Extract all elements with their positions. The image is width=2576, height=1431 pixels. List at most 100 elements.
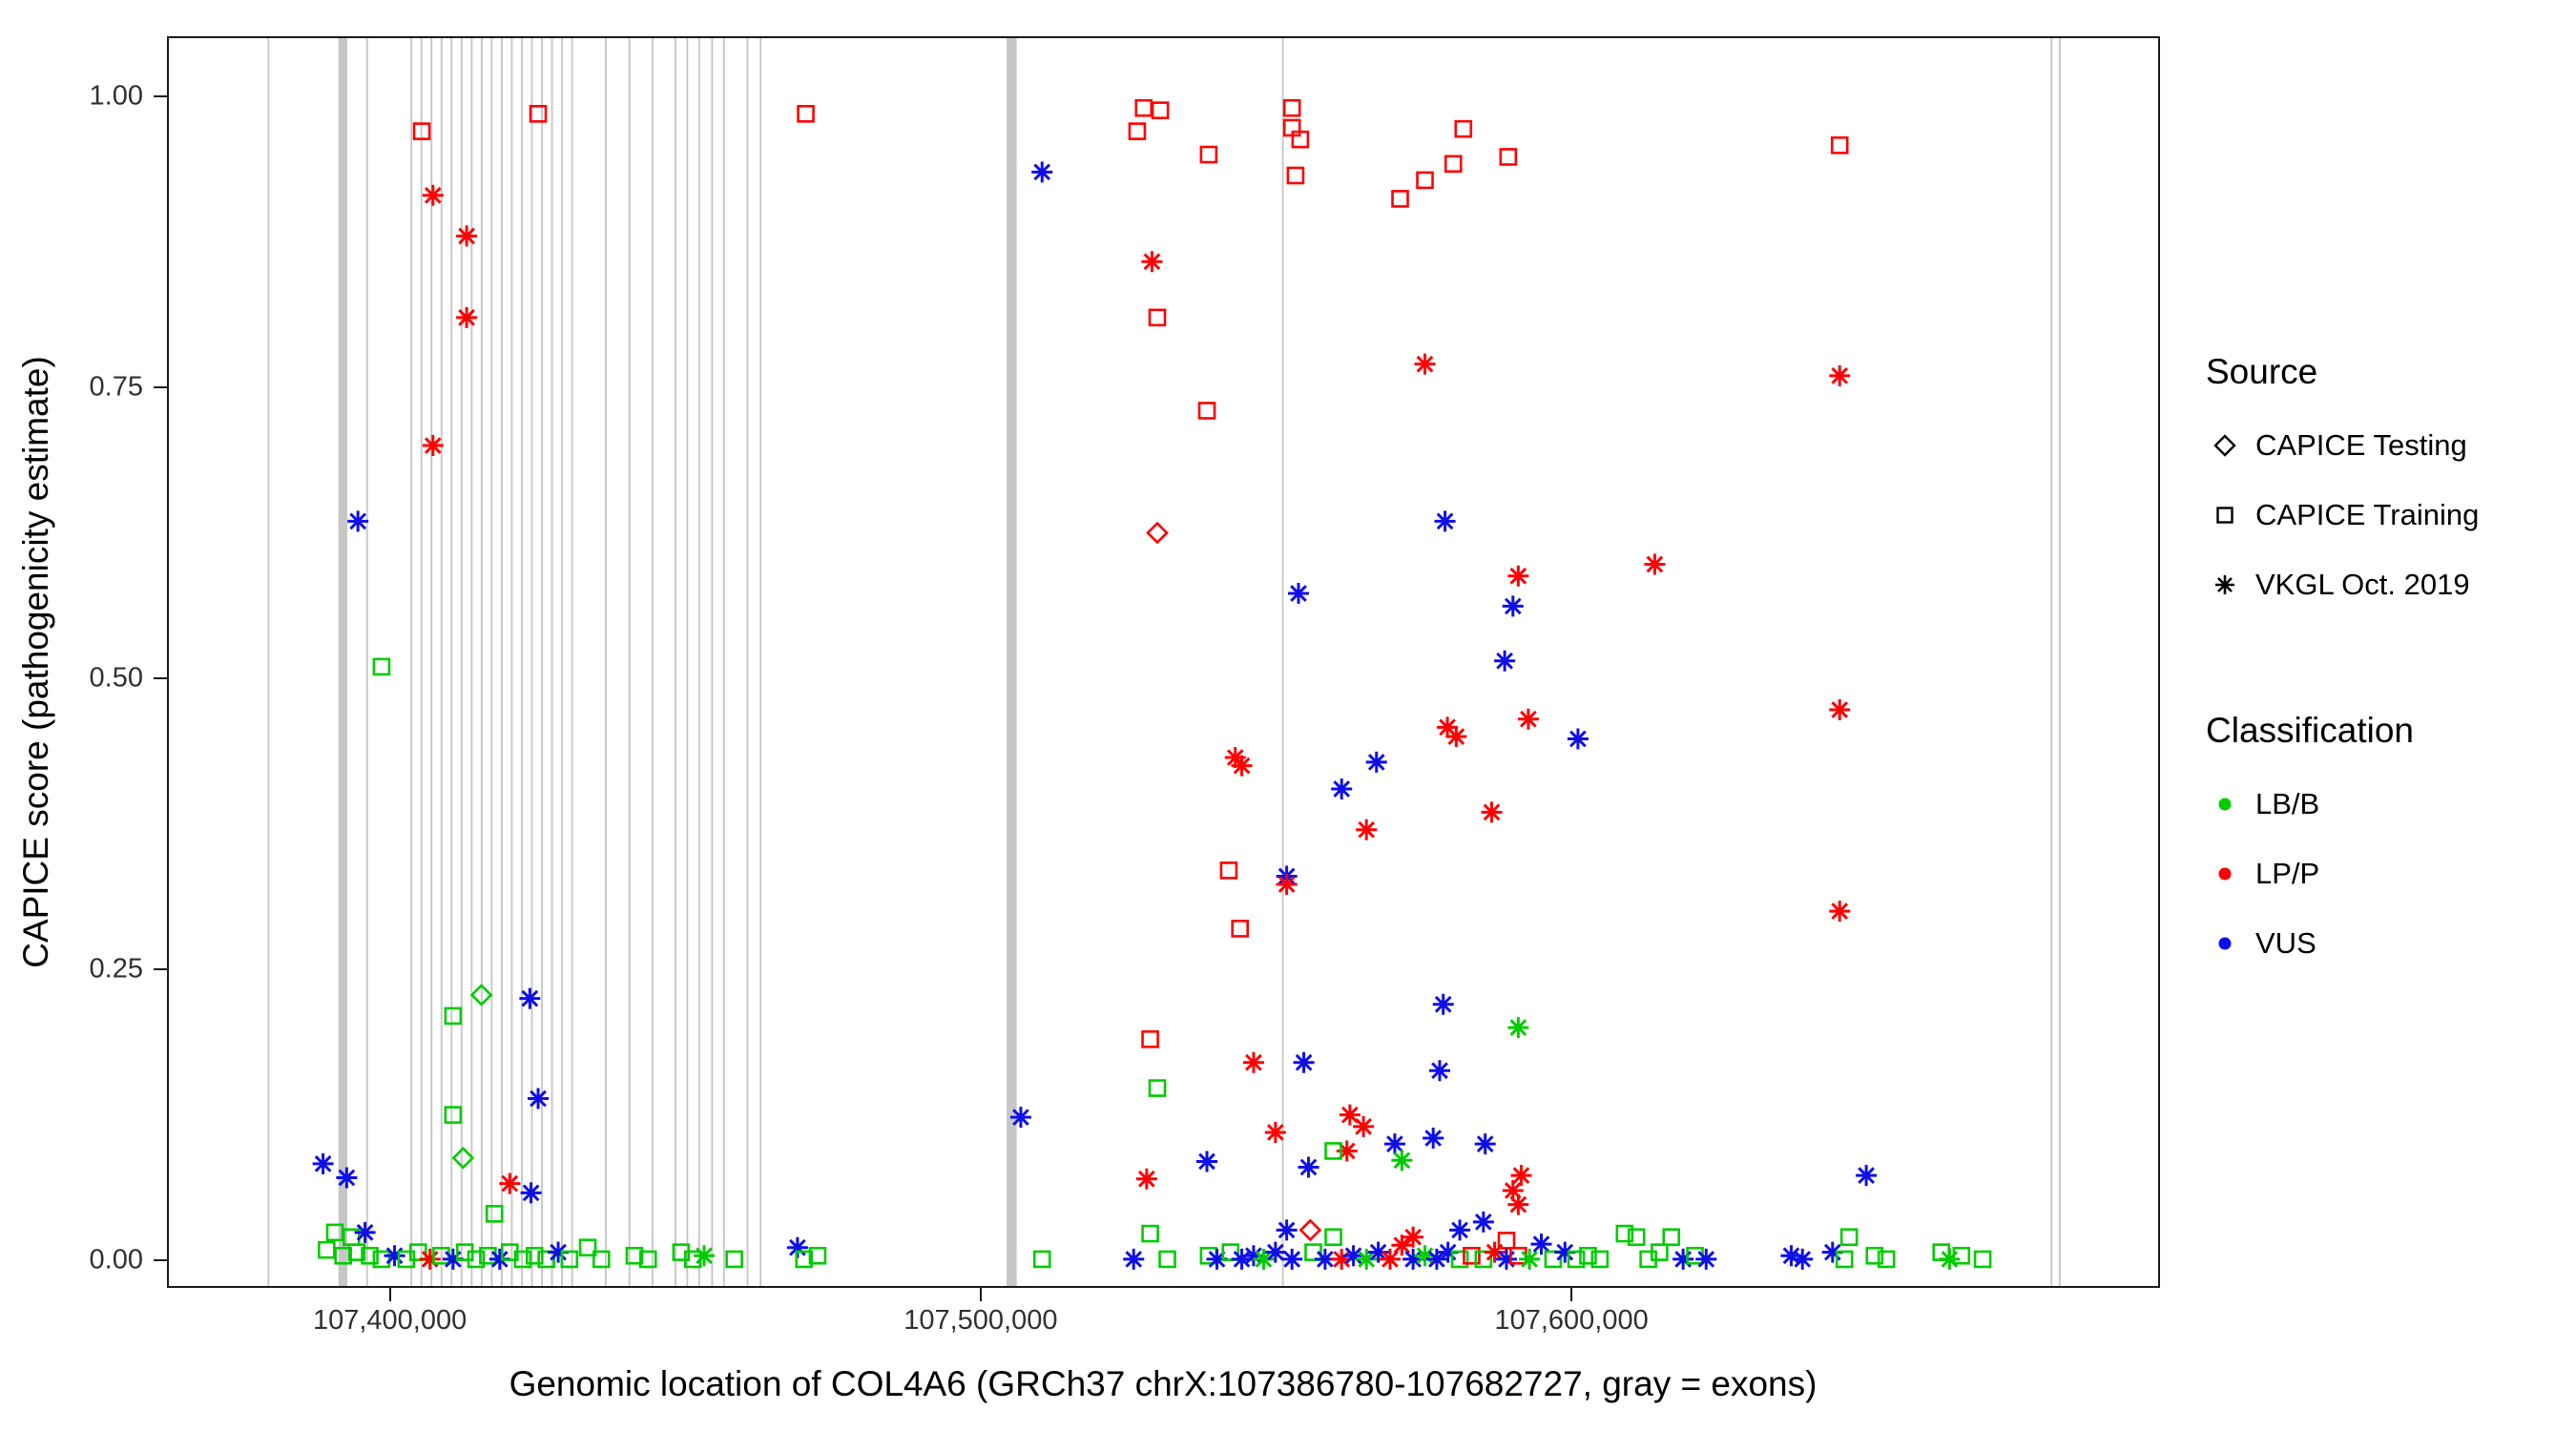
data-point-test: [469, 984, 493, 1006]
lbb-color-dot-icon: [2206, 785, 2244, 823]
data-point-vkgl: [456, 225, 478, 247]
x-axis-tick: [388, 1288, 391, 1301]
exon-band: [651, 38, 654, 1286]
data-point-vkgl: [1379, 1248, 1401, 1270]
data-point-vkgl: [1353, 1115, 1375, 1137]
data-point-train: [1830, 135, 1849, 155]
data-point-vkgl: [1567, 728, 1589, 750]
data-point-vkgl: [1314, 1248, 1336, 1270]
data-point-vkgl: [1502, 1179, 1524, 1201]
data-point-vkgl: [442, 1248, 464, 1270]
data-point-vkgl: [1342, 1245, 1364, 1267]
data-point-train: [1544, 1250, 1563, 1269]
data-point-train: [1197, 402, 1216, 420]
data-point-vkgl: [1507, 1017, 1529, 1039]
legend-item-label: VUS: [2255, 925, 2316, 960]
data-point-vkgl: [1365, 751, 1387, 773]
exon-band: [365, 38, 368, 1286]
data-point-train: [1615, 1224, 1634, 1243]
data-point-vkgl: [1517, 708, 1539, 730]
data-point-train: [513, 1250, 532, 1269]
data-point-vkgl: [1196, 1151, 1218, 1172]
data-point-vkgl: [1402, 1226, 1424, 1248]
data-point-train: [1567, 1250, 1586, 1269]
data-point-vkgl: [1445, 726, 1467, 748]
legend-item-label: CAPICE Testing: [2255, 427, 2467, 462]
legend-classification-group: Classification LB/B LP/P VUS: [2206, 710, 2568, 978]
data-point-vkgl: [1141, 251, 1163, 273]
data-point-vkgl: [1231, 755, 1253, 777]
data-point-test: [451, 1146, 475, 1170]
x-axis-tick: [979, 1288, 982, 1301]
data-point-train: [625, 1246, 644, 1265]
data-point-train: [808, 1246, 827, 1265]
legend-source-group: Source CAPICE Testing CAPICE Training VK…: [2206, 351, 2568, 619]
y-axis-tick: [154, 386, 167, 389]
exon-band: [759, 38, 762, 1286]
legend-item-vkgl: VKGL Oct. 2019: [2206, 550, 2568, 619]
data-point-vkgl: [1123, 1248, 1145, 1270]
y-axis-tick-label: 0.00: [89, 1244, 143, 1275]
data-point-vkgl: [548, 1241, 570, 1263]
diamond-icon: [2206, 426, 2244, 465]
data-point-vkgl: [1339, 1104, 1361, 1126]
data-point-train: [1463, 1246, 1481, 1265]
data-point-train: [1134, 98, 1153, 117]
data-point-vkgl: [499, 1172, 521, 1194]
data-point-train: [1839, 1228, 1859, 1247]
data-point-train: [1141, 1030, 1159, 1048]
data-point-vkgl: [1510, 1165, 1532, 1187]
plot-canvas: [267, 38, 2061, 1286]
data-point-vkgl: [1336, 1140, 1358, 1162]
exon-band: [571, 38, 573, 1286]
data-point-train: [638, 1250, 657, 1269]
data-point-train: [467, 1250, 486, 1269]
data-point-vkgl: [1031, 161, 1053, 183]
exon-band: [338, 38, 348, 1286]
data-point-train: [372, 657, 391, 676]
data-point-vkgl: [1432, 993, 1454, 1015]
data-point-vkgl: [1502, 595, 1524, 617]
data-point-train: [1282, 98, 1301, 117]
data-point-vkgl: [354, 1221, 376, 1243]
data-point-vkgl: [1554, 1241, 1576, 1263]
data-point-vkgl: [528, 1088, 550, 1110]
data-point-train: [1416, 171, 1434, 190]
data-point-vkgl: [1434, 510, 1456, 532]
data-point-train: [1686, 1246, 1704, 1265]
data-point-vkgl: [1206, 1248, 1228, 1270]
x-axis-title: Genomic location of COL4A6 (GRCh37 chrX:…: [509, 1364, 1818, 1403]
data-point-vkgl: [1402, 1248, 1424, 1270]
data-point-vkgl: [1391, 1150, 1413, 1172]
data-point-vkgl: [1792, 1248, 1814, 1270]
data-point-vkgl: [1481, 801, 1503, 823]
data-point-vkgl: [1495, 1248, 1517, 1270]
data-point-train: [334, 1246, 352, 1265]
data-point-train: [1286, 166, 1305, 185]
data-point-vkgl: [1437, 716, 1459, 738]
data-point-vkgl: [1288, 583, 1309, 605]
exon-band: [605, 38, 607, 1286]
data-point-vkgl: [1425, 1248, 1447, 1270]
data-point-train: [1148, 1079, 1167, 1097]
data-point-vkgl: [1507, 565, 1529, 587]
exon-band: [746, 38, 749, 1286]
data-point-vkgl: [312, 1152, 334, 1174]
data-point-train: [797, 105, 815, 123]
data-point-train: [1952, 1246, 1971, 1265]
x-axis-tick: [1570, 1288, 1573, 1301]
exon-band: [470, 38, 473, 1286]
y-axis-tick-label: 0.50: [89, 662, 143, 694]
data-point-vkgl: [1474, 1133, 1496, 1155]
data-point-train: [1324, 1142, 1342, 1160]
data-point-train: [1151, 101, 1170, 119]
data-point-vkgl: [1472, 1211, 1494, 1233]
asterisk-icon: [2206, 566, 2244, 604]
data-point-train: [1450, 1250, 1469, 1269]
data-point-train: [325, 1223, 344, 1242]
data-point-train: [1590, 1250, 1610, 1269]
legend-item-label: CAPICE Training: [2255, 497, 2480, 531]
data-point-train: [1454, 119, 1473, 138]
exon-band: [521, 38, 523, 1286]
x-axis-tick-label: 107,400,000: [312, 1305, 467, 1336]
